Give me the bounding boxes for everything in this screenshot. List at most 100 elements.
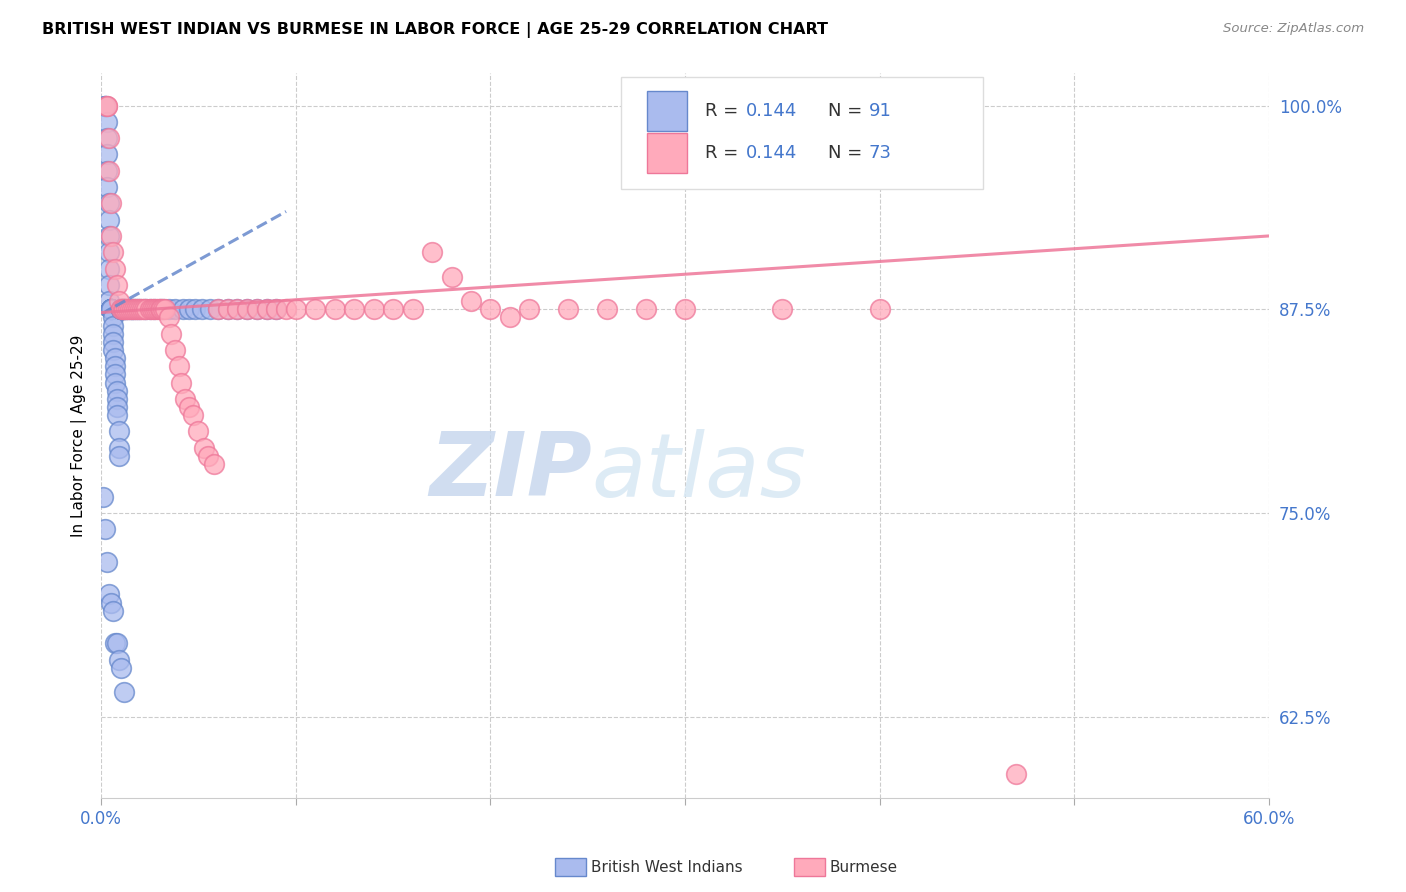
Point [100,596,122,610]
Point [101,326,124,341]
Point [129,302,152,317]
Point [114,685,136,699]
FancyBboxPatch shape [647,92,688,131]
Point [256,302,278,317]
Point [152,302,174,317]
Point [107,425,129,439]
Point [160,326,183,341]
Point [96,98,118,112]
Point [100,302,122,317]
Point [110,302,132,317]
Point [150,302,173,317]
Point [145,302,167,317]
Point [519,302,541,317]
Point [129,302,152,317]
Point [97,277,120,292]
Text: N =: N = [828,103,868,120]
Point [323,302,346,317]
Point [382,302,405,317]
Point [198,302,221,317]
Point [114,302,136,317]
Point [141,302,163,317]
Point [120,302,142,317]
Point [104,261,127,276]
Point [256,302,278,317]
Point [104,359,127,374]
Point [97,261,120,276]
Point [183,302,205,317]
Point [125,302,148,317]
Point [440,269,463,284]
Point [363,302,385,317]
Point [170,376,193,390]
Point [557,302,579,317]
Point [114,302,136,317]
Y-axis label: In Labor Force | Age 25-29: In Labor Force | Age 25-29 [72,334,87,537]
Point [115,302,138,317]
Point [172,302,194,317]
Point [127,302,149,317]
Point [105,408,128,422]
Point [236,302,259,317]
Point [207,302,229,317]
Point [460,294,482,309]
Text: atlas: atlas [592,429,807,515]
Point [100,196,122,211]
Point [125,302,148,317]
Point [96,555,118,569]
Point [274,302,297,317]
Point [105,277,128,292]
Text: N =: N = [828,144,868,161]
Point [105,384,128,398]
Point [110,302,132,317]
Point [97,294,120,309]
Point [110,302,132,317]
Point [191,302,214,317]
Point [132,302,155,317]
Point [596,302,619,317]
Point [177,302,200,317]
Point [121,302,143,317]
Point [96,115,118,129]
Point [165,343,187,357]
FancyBboxPatch shape [647,133,688,173]
Point [110,302,132,317]
Point [105,400,128,414]
Point [193,441,215,455]
Point [97,196,120,211]
Point [1005,766,1028,780]
Point [100,302,122,317]
Point [96,147,118,161]
Point [104,376,127,390]
Point [96,98,118,112]
Point [139,302,162,317]
Point [152,302,174,317]
Point [101,318,124,333]
Point [100,302,122,317]
Point [869,302,891,317]
Point [105,392,128,406]
Point [499,310,522,325]
Point [157,310,180,325]
Point [120,302,142,317]
Point [110,661,132,675]
Point [97,131,120,145]
Point [135,302,157,317]
Point [131,302,153,317]
Point [100,302,122,317]
Point [148,302,170,317]
Point [117,302,139,317]
Point [100,302,122,317]
Point [97,587,120,601]
Point [122,302,145,317]
Point [97,212,120,227]
Point [177,400,200,414]
Point [673,302,696,317]
Point [226,302,249,317]
Point [110,302,132,317]
Point [107,294,129,309]
Point [284,302,307,317]
Point [197,449,219,463]
Point [173,392,195,406]
Point [96,180,118,194]
